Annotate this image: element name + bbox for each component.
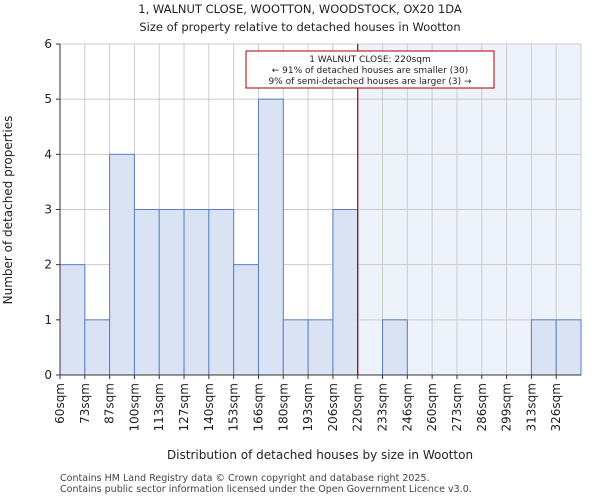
bar-326sqm — [555, 319, 582, 376]
bar-113sqm — [158, 209, 185, 376]
x-tick-label: 260sqm — [425, 383, 439, 431]
x-tick-label: 166sqm — [251, 383, 265, 431]
marker-annotation-box — [245, 50, 495, 89]
x-axis-label: Distribution of detached houses by size … — [167, 448, 473, 462]
bar-60sqm — [59, 264, 86, 376]
x-tick-label: 273sqm — [450, 383, 464, 431]
bar-313sqm — [530, 319, 557, 376]
x-tick-label: 113sqm — [152, 383, 166, 431]
marker-annotation-2: ← 91% of detached houses are smaller (30… — [272, 66, 469, 76]
chart-title-line1: 1, WALNUT CLOSE, WOOTTON, WOODSTOCK, OX2… — [138, 2, 462, 16]
y-tick-label: 0 — [44, 368, 52, 382]
x-tick-label: 140sqm — [202, 383, 216, 431]
x-tick-label: 127sqm — [177, 383, 191, 431]
bar-166sqm — [257, 98, 284, 376]
x-tick-label: 60sqm — [53, 383, 67, 424]
bar-100sqm — [133, 209, 160, 376]
x-tick-label: 286sqm — [475, 383, 489, 431]
y-tick-label: 1 — [44, 313, 52, 327]
bar-233sqm — [382, 319, 408, 376]
x-tick-label: 193sqm — [301, 383, 315, 431]
bar-87sqm — [109, 153, 135, 376]
bar-153sqm — [233, 264, 259, 376]
x-tick-label: 100sqm — [127, 383, 141, 431]
y-axis-label: Number of detached properties — [1, 116, 15, 305]
y-tick-label: 3 — [44, 203, 52, 217]
x-tick-label: 220sqm — [351, 383, 365, 431]
bar-127sqm — [183, 209, 210, 376]
y-tick-label: 4 — [44, 147, 52, 161]
x-tick-label: 233sqm — [376, 383, 390, 431]
bar-206sqm — [332, 209, 359, 376]
footer: Contains HM Land Registry data © Crown c… — [60, 473, 472, 495]
x-tick-label: 206sqm — [326, 383, 340, 431]
y-tick-label: 5 — [44, 92, 52, 106]
x-tick-label: 326sqm — [549, 383, 563, 431]
y-tick-label: 2 — [44, 258, 52, 272]
footer-line1: Contains HM Land Registry data © Crown c… — [60, 473, 430, 484]
bar-193sqm — [307, 319, 334, 376]
bar-180sqm — [282, 319, 309, 376]
y-tick-label: 6 — [44, 37, 52, 51]
x-tick-label: 87sqm — [103, 383, 117, 424]
x-tick-label: 246sqm — [400, 383, 414, 431]
footer-line2: Contains public sector information licen… — [60, 484, 472, 495]
x-tick-label: 180sqm — [276, 383, 290, 431]
x-tick-label: 313sqm — [524, 383, 538, 431]
marker-annotation-3: 9% of semi-detached houses are larger (3… — [268, 77, 472, 87]
x-tick-label: 153sqm — [227, 383, 241, 431]
bar-140sqm — [208, 209, 235, 376]
x-tick-label: 73sqm — [78, 383, 92, 424]
bar-73sqm — [84, 319, 111, 376]
chart-title-line2: Size of property relative to detached ho… — [139, 20, 460, 34]
marker-annotation-1: 1 WALNUT CLOSE: 220sqm — [309, 55, 431, 65]
x-tick-label: 299sqm — [500, 383, 514, 431]
